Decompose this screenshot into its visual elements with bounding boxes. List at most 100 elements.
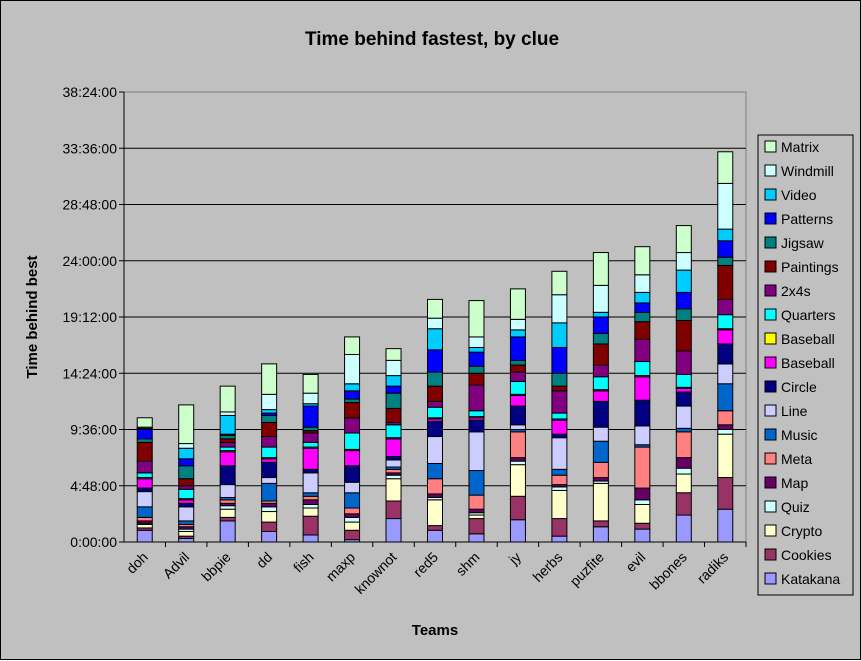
y-tick-label: 9:36:00 [70, 422, 117, 438]
bar-segment [468, 533, 485, 543]
bar-segment [468, 365, 485, 374]
legend: Matrix Windmill Video Patterns Jigsaw Paintin… [757, 134, 854, 596]
bar-segment [509, 457, 526, 462]
bar-segment [178, 502, 195, 508]
bar-segment [717, 477, 734, 510]
bar-segment [509, 359, 526, 366]
bar-segment [261, 506, 278, 513]
bar-segment [634, 274, 651, 293]
bar-segment [344, 450, 361, 467]
bar-segment [468, 431, 485, 472]
bar-segment [551, 390, 568, 414]
bar-segment [634, 376, 651, 401]
y-tick-label: 0:00:00 [70, 534, 117, 550]
bar-segment [592, 400, 609, 428]
legend-label: Paintings [781, 259, 839, 275]
legend-swatch [764, 284, 777, 297]
bar-segment [509, 495, 526, 521]
bar-segment [509, 519, 526, 543]
y-tick-label: 24:00:00 [63, 253, 118, 269]
y-axis-label: Time behind best [24, 255, 41, 378]
bar-segment [468, 336, 485, 348]
legend-label: Crypto [781, 523, 822, 539]
bar-segment [344, 354, 361, 385]
legend-swatch [764, 140, 777, 153]
bar-segment [136, 529, 153, 543]
bar-segment [634, 528, 651, 543]
bar-segment [675, 431, 692, 459]
bar-segment [592, 284, 609, 313]
bar-segment [675, 467, 692, 475]
bar-segment [592, 477, 609, 482]
bar-segment [178, 506, 195, 522]
bar-segment [261, 363, 278, 395]
x-tick-label: shm [453, 549, 483, 579]
bar-segment [427, 328, 443, 351]
bar-segment [344, 402, 361, 419]
legend-label: Matrix [781, 139, 819, 155]
bar-segment [551, 535, 568, 543]
bar-segment [344, 432, 361, 450]
x-tick-label: maxp [323, 549, 359, 585]
bar-segment [427, 478, 443, 495]
bar-segment [551, 486, 568, 491]
bar-segment [551, 372, 568, 387]
bar-segment [344, 507, 361, 515]
bar-segment [344, 521, 361, 531]
bar-segment [302, 492, 319, 497]
bar-segment [509, 318, 526, 331]
bar-segment [468, 494, 485, 510]
bar-segment [427, 317, 443, 330]
bar-segment [385, 375, 402, 387]
bar-segment [136, 491, 153, 508]
bar-segment [717, 363, 734, 385]
bar-segment [385, 459, 402, 468]
bar-segment [261, 502, 278, 508]
bar-segment [717, 410, 734, 426]
bar-segment [219, 516, 236, 522]
bar-segment [219, 508, 236, 518]
bar-segment [385, 468, 402, 474]
bar-segment [551, 270, 568, 296]
legend-swatch [764, 380, 777, 393]
bar-segment [509, 380, 526, 395]
bar-segment [717, 314, 734, 330]
bar-segment [302, 507, 319, 517]
legend-label: Video [781, 187, 817, 203]
bar-segment [136, 441, 153, 462]
bar-segment [344, 417, 361, 434]
bar-segment [468, 419, 485, 433]
legend-swatch [764, 452, 777, 465]
bar-segment [219, 505, 236, 510]
bar-segment [427, 499, 443, 527]
bar-segment [592, 332, 609, 345]
bar-segment [261, 421, 278, 438]
bar-segment [468, 514, 485, 520]
bar-segment [302, 447, 319, 470]
bar-segment [427, 400, 443, 408]
bar-segment [675, 373, 692, 388]
x-tick-label: red5 [410, 549, 441, 580]
bar-segment [634, 504, 651, 524]
bar-segment [178, 530, 195, 537]
bar-segment [385, 455, 402, 461]
x-tick-label: bbpie [198, 549, 234, 585]
bar-segment [592, 440, 609, 463]
bar-segment [136, 429, 153, 440]
bar-segment [219, 520, 236, 543]
bar-segment [178, 499, 195, 504]
bar-segment [344, 481, 361, 494]
bar-segment [675, 427, 692, 433]
bar-segment [178, 520, 195, 525]
bar-segment [675, 514, 692, 543]
bar-segment [509, 405, 526, 426]
y-tick-label: 14:24:00 [63, 365, 118, 381]
bar-segment [261, 436, 278, 448]
bar-segment [302, 392, 319, 405]
bar-segment [136, 460, 153, 474]
bar-segment [136, 487, 153, 493]
y-tick-label: 38:24:00 [63, 84, 118, 100]
legend-label: 2x4s [781, 283, 811, 299]
bar-segment [675, 320, 692, 352]
